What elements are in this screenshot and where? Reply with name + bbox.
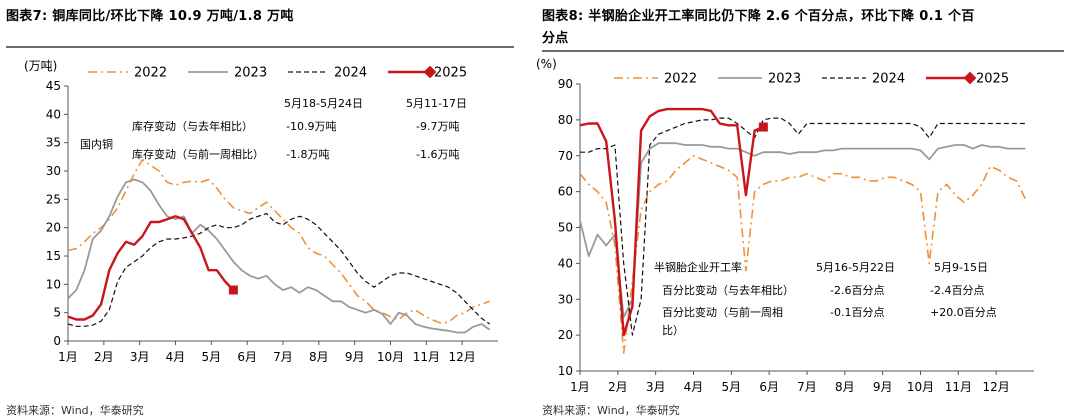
right-table-row-label: 百分比变动（与前一周相 xyxy=(662,305,783,319)
right-table-row-v2: +20.0百分点 xyxy=(930,306,997,319)
right-y-tick-label: 90 xyxy=(558,77,573,91)
left-series-2025-end-marker xyxy=(228,285,238,295)
right-chart-title: 图表8: 半钢胎企业开工率同比仍下降 2.6 个百分点，环比下降 0.1 个百 … xyxy=(542,6,975,50)
right-x-tick-label: 10月 xyxy=(907,380,934,394)
left-y-tick-label: 0 xyxy=(53,334,61,348)
left-x-tick-label: 2月 xyxy=(94,350,114,364)
left-y-tick-label: 30 xyxy=(46,164,61,178)
left-y-unit: (万吨) xyxy=(24,59,57,73)
left-x-tick-label: 3月 xyxy=(130,350,150,364)
right-chart-panel: 图表8: 半钢胎企业开工率同比仍下降 2.6 个百分点，环比下降 0.1 个百 … xyxy=(536,0,1072,420)
left-y-tick-label: 10 xyxy=(46,277,61,291)
left-table-row-label: 库存变动（与前一周相比） xyxy=(132,147,264,161)
left-x-tick-label: 11月 xyxy=(413,350,440,364)
right-series-2025-end-marker xyxy=(758,122,768,132)
left-x-tick-label: 6月 xyxy=(237,350,257,364)
right-y-unit: (%) xyxy=(536,57,557,71)
right-x-tick-label: 3月 xyxy=(646,380,666,394)
left-y-tick-label: 25 xyxy=(46,192,61,206)
left-title-rule xyxy=(6,46,514,48)
right-series-2022 xyxy=(579,155,1027,354)
left-x-tick-label: 12月 xyxy=(449,350,476,364)
left-x-tick-label: 7月 xyxy=(273,350,293,364)
right-y-tick-label: 70 xyxy=(558,149,573,163)
right-series-2024 xyxy=(580,117,1026,336)
right-chart-svg: 10 20 30 40 50 60 70 80 90 1月 2月 3月 4月 5月 6月 7月 8月 9月 10月 1… xyxy=(536,57,1034,394)
left-series-2022 xyxy=(67,158,490,324)
right-series-2025 xyxy=(579,107,764,337)
right-x-tick-label: 12月 xyxy=(983,380,1010,394)
left-x-tick-label: 9月 xyxy=(345,350,365,364)
left-series-2023 xyxy=(67,178,491,334)
right-table-col2-header: 5月9-15日 xyxy=(934,261,988,274)
right-x-tick-label: 5月 xyxy=(722,380,742,394)
right-y-tick-label: 80 xyxy=(558,113,573,127)
right-legend-label-2025: 2025 xyxy=(976,72,1009,87)
right-chart-title-line1: 图表8: 半钢胎企业开工率同比仍下降 2.6 个百分点，环比下降 0.1 个百 xyxy=(542,9,975,24)
left-x-tick-label: 1月 xyxy=(58,350,78,364)
left-legend-label-2025: 2025 xyxy=(434,66,467,81)
right-x-tick-label: 1月 xyxy=(570,380,590,394)
left-table-row-v1: -10.9万吨 xyxy=(286,120,336,133)
right-x-tick-label: 2月 xyxy=(608,380,628,394)
right-table-row-v1: -0.1百分点 xyxy=(830,306,884,319)
right-series-2023 xyxy=(579,142,1026,319)
left-x-tick-label: 8月 xyxy=(309,350,329,364)
left-table-row-label: 库存变动（与去年相比） xyxy=(132,119,253,133)
left-x-tick-label: 10月 xyxy=(377,350,404,364)
left-table-row-v1: -1.8万吨 xyxy=(286,148,329,161)
left-legend-label-2023: 2023 xyxy=(234,66,267,81)
left-y-tick-label: 20 xyxy=(46,221,61,235)
left-table-col1-header: 5月18-5月24日 xyxy=(284,97,363,110)
right-y-tick-label: 60 xyxy=(558,185,573,199)
left-chart-title: 图表7: 铜库同比/环比下降 10.9 万吨/1.8 万吨 xyxy=(6,9,294,24)
left-series-2024 xyxy=(67,212,491,327)
left-y-tick-label: 5 xyxy=(53,306,61,320)
right-y-tick-label: 40 xyxy=(558,256,573,270)
right-x-tick-label: 6月 xyxy=(759,380,779,394)
left-y-tick-label: 15 xyxy=(46,249,61,263)
left-table-row-v2: -1.6万吨 xyxy=(416,148,459,161)
right-table-row-v1: -2.6百分点 xyxy=(830,284,884,297)
left-table-col2-header: 5月11-17日 xyxy=(406,97,467,110)
right-source-note: 资料来源：Wind，华泰研究 xyxy=(542,404,680,417)
right-x-tick-label: 8月 xyxy=(835,380,855,394)
right-x-tick-label: 7月 xyxy=(797,380,817,394)
right-legend-marker-2025 xyxy=(963,71,977,85)
left-series-2025 xyxy=(67,215,235,321)
right-table-row-label-cont: 比） xyxy=(662,324,684,337)
right-table-label: 半钢胎企业开工率 xyxy=(654,260,742,274)
right-legend-label-2024: 2024 xyxy=(872,72,905,87)
right-legend-label-2022: 2022 xyxy=(664,72,697,87)
left-series-label: 国内铜 xyxy=(80,137,113,151)
left-x-tick-label: 4月 xyxy=(166,350,186,364)
left-legend-label-2022: 2022 xyxy=(134,66,167,81)
left-table-row-v2: -9.7万吨 xyxy=(416,120,459,133)
right-table-row-label: 百分比变动（与去年相比） xyxy=(662,283,794,297)
right-table-col1-header: 5月16-5月22日 xyxy=(816,261,895,274)
right-x-tick-label: 4月 xyxy=(684,380,704,394)
right-legend-label-2023: 2023 xyxy=(768,72,801,87)
left-legend-marker-2025 xyxy=(423,65,437,79)
right-x-tick-label: 11月 xyxy=(945,380,972,394)
right-chart-title-line2: 分点 xyxy=(542,31,569,46)
right-table-row-v2: -2.4百分点 xyxy=(930,284,984,297)
right-y-tick-label: 10 xyxy=(558,364,573,378)
left-legend-label-2024: 2024 xyxy=(334,66,367,81)
right-x-tick-label: 9月 xyxy=(873,380,893,394)
left-chart-panel: 图表7: 铜库同比/环比下降 10.9 万吨/1.8 万吨 0 5 10 15 20 25… xyxy=(0,0,520,420)
left-y-tick-label: 40 xyxy=(46,107,61,121)
left-y-tick-label: 35 xyxy=(46,136,61,150)
left-x-tick-label: 5月 xyxy=(202,350,222,364)
left-y-tick-label: 45 xyxy=(46,79,61,93)
right-y-tick-label: 30 xyxy=(558,292,573,306)
right-title-rule xyxy=(542,50,1064,52)
right-y-tick-label: 50 xyxy=(558,221,573,235)
left-source-note: 资料来源：Wind，华泰研究 xyxy=(6,404,144,417)
right-y-tick-label: 20 xyxy=(558,328,573,342)
